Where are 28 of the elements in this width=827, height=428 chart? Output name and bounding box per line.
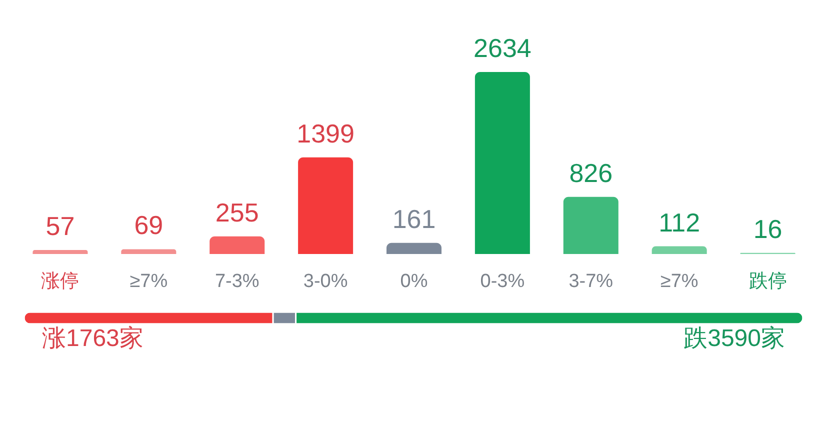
bar [121, 249, 176, 254]
bar [210, 236, 265, 254]
data-label: 涨1763家 [42, 325, 144, 352]
bar [386, 242, 442, 254]
data-label: 161 [392, 204, 436, 234]
bar [652, 246, 707, 254]
data-label: 826 [569, 158, 613, 188]
data-label: 跌3590家 [684, 325, 785, 352]
x-tick-label: 0-3% [480, 271, 525, 292]
data-label: 1399 [296, 118, 354, 148]
x-tick-label: 3-0% [303, 271, 348, 292]
bar [474, 72, 530, 254]
x-tick-label: ≥7% [130, 271, 168, 292]
data-label: 112 [658, 207, 700, 238]
x-tick-label: 跌停 [748, 271, 787, 292]
data-label: 255 [215, 197, 259, 228]
x-tick-label: 0% [400, 271, 428, 292]
data-label: 16 [753, 214, 782, 244]
bar [298, 157, 354, 254]
data-label: 57 [46, 211, 75, 242]
data-label: 69 [134, 210, 164, 240]
bar [32, 250, 88, 254]
x-tick-label: 3-7% [568, 271, 614, 292]
x-tick-label: 7-3% [214, 271, 260, 292]
data-label: 2634 [474, 33, 532, 63]
bar [563, 196, 618, 254]
x-tick-label: ≥7% [660, 271, 698, 292]
x-tick-label: 涨停 [41, 271, 80, 292]
